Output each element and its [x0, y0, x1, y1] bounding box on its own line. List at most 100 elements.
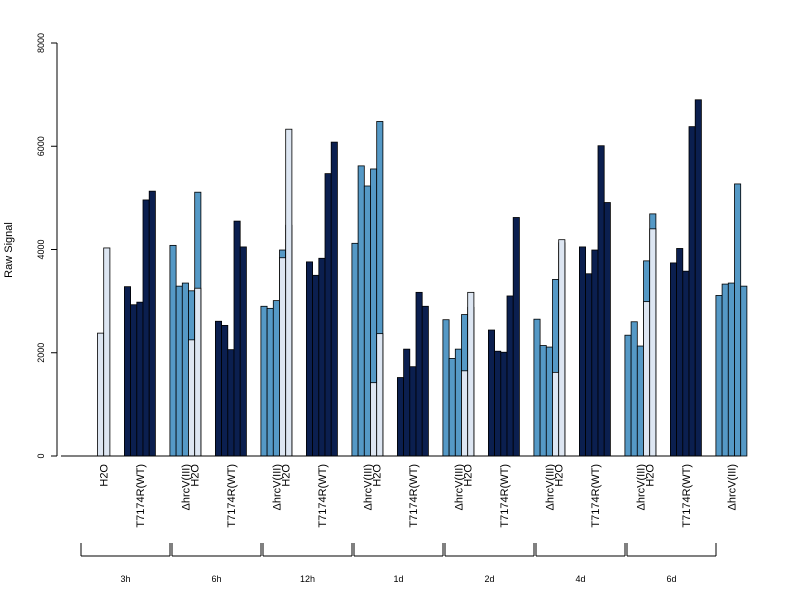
group-label: T7174R(WT)	[135, 464, 147, 528]
bar	[97, 332, 105, 457]
group-label: T7174R(WT)	[590, 464, 602, 528]
group-label: H2O	[372, 464, 384, 487]
bar	[376, 333, 384, 457]
bar	[266, 307, 274, 457]
bar	[103, 247, 111, 457]
bar	[734, 183, 742, 457]
y-tick-label: 8000	[36, 33, 46, 53]
bar	[188, 339, 196, 457]
y-tick-label: 4000	[36, 239, 46, 259]
bar	[279, 257, 287, 457]
bar	[448, 358, 456, 457]
bar	[181, 282, 189, 457]
bar	[330, 141, 338, 457]
group-labels: H2O T7174R(WT) ΔhrcV(III)H2O T7174R(WT) Δhrc…	[99, 464, 739, 528]
group-label: H2O	[463, 464, 475, 487]
group-label: ΔhrcV(III)	[271, 464, 283, 510]
bar	[312, 274, 320, 457]
bar	[396, 377, 404, 457]
bar	[305, 261, 313, 457]
bar	[721, 283, 729, 457]
bar	[409, 366, 417, 457]
y-axis-title: Raw Signal	[3, 222, 15, 278]
bar	[597, 145, 605, 457]
group-label: H2O	[99, 464, 111, 487]
bar	[239, 246, 247, 457]
bar	[130, 304, 138, 457]
bar	[682, 270, 690, 457]
bar	[500, 351, 508, 457]
group-label: T7174R(WT)	[499, 464, 511, 528]
bar	[487, 329, 495, 457]
bar	[643, 301, 651, 457]
bar	[454, 348, 462, 457]
bar	[357, 165, 365, 457]
bar	[558, 239, 566, 457]
group-label: H2O	[190, 464, 202, 487]
bars	[97, 99, 748, 457]
bar	[221, 324, 229, 457]
y-tick-label: 2000	[36, 343, 46, 363]
group-label: ΔhrcV(III)	[544, 464, 556, 510]
time-point-axis: 3h 6h 12h 1d 2d 4d 6d	[80, 543, 717, 584]
bar	[370, 382, 378, 457]
time-point-label: 6d	[666, 574, 676, 584]
bar	[591, 249, 599, 457]
y-tick-label: 6000	[36, 136, 46, 156]
bar	[136, 301, 144, 457]
bar	[461, 370, 469, 457]
bar	[533, 318, 541, 457]
bar	[467, 291, 475, 457]
bar	[506, 295, 514, 457]
bar	[688, 126, 696, 457]
bar	[421, 305, 429, 457]
bar	[194, 287, 202, 457]
bar	[285, 128, 293, 457]
bar	[539, 345, 547, 457]
time-point-label: 6h	[211, 574, 221, 584]
bar	[694, 99, 702, 457]
bar	[670, 262, 678, 457]
group-label: ΔhrcV(III)	[362, 464, 374, 510]
y-tick-label: 0	[36, 453, 46, 458]
time-point-label: 1d	[393, 574, 403, 584]
bar	[740, 285, 748, 457]
time-point-label: 3h	[120, 574, 130, 584]
bar	[649, 228, 657, 457]
bar	[545, 346, 553, 457]
bar	[272, 300, 280, 457]
bar	[442, 319, 450, 457]
group-label: T7174R(WT)	[681, 464, 693, 528]
bar	[363, 185, 371, 457]
bar	[260, 305, 268, 457]
group-label: H2O	[281, 464, 293, 487]
bar	[585, 273, 593, 457]
y-axis: 0 2000 4000 6000 8000	[36, 33, 58, 459]
bar	[579, 246, 587, 457]
bar	[552, 371, 560, 457]
group-label: ΔhrcV(III)	[180, 464, 192, 510]
bar	[233, 220, 241, 457]
bar	[351, 242, 359, 457]
group-label: ΔhrcV(III)	[635, 464, 647, 510]
bar	[318, 257, 326, 457]
bar	[494, 350, 502, 457]
y-axis-title-group: Raw Signal	[3, 222, 15, 278]
bar	[148, 190, 156, 457]
bar	[636, 345, 644, 457]
time-point-label: 12h	[300, 574, 315, 584]
bar	[603, 202, 611, 457]
bar	[403, 348, 411, 457]
group-label: T7174R(WT)	[408, 464, 420, 528]
group-label: ΔhrcV(III)	[726, 464, 738, 510]
bar	[676, 248, 684, 457]
time-point-label: 2d	[484, 574, 494, 584]
group-label: T7174R(WT)	[317, 464, 329, 528]
group-label: ΔhrcV(III)	[453, 464, 465, 510]
bar	[512, 217, 520, 457]
bar	[214, 320, 222, 457]
bar	[169, 244, 177, 457]
group-label: H2O	[645, 464, 657, 487]
bar	[324, 173, 332, 457]
group-label: T7174R(WT)	[226, 464, 238, 528]
